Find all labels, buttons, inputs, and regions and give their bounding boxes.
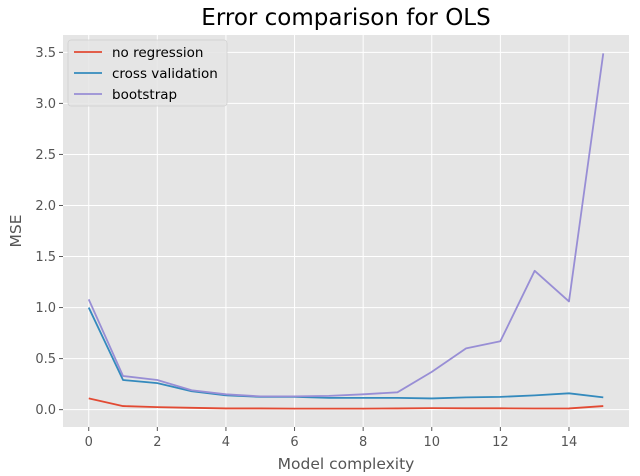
legend-label-no-regression: no regression (112, 45, 203, 61)
x-axis-title: Model complexity (278, 455, 415, 473)
legend-box (67, 39, 228, 107)
y-axis-ticks: 0.0 0.5 1.0 1.5 2.0 2.5 3.0 3.5 (35, 46, 63, 418)
x-tick-label: 0 (85, 435, 93, 450)
x-tick-label: 6 (290, 435, 298, 450)
y-tick-label: 0.5 (35, 352, 56, 367)
series-lines (87, 53, 605, 410)
legend-label-bootstrap: bootstrap (112, 87, 177, 103)
y-tick-label: 3.0 (35, 97, 56, 112)
x-tick-label: 2 (153, 435, 161, 450)
x-tick-label: 4 (222, 435, 230, 450)
series-line-no-regression (88, 397, 604, 410)
y-tick-label: 2.5 (35, 148, 56, 163)
x-tick-label: 12 (492, 435, 509, 450)
series-line-cross-validation (87, 307, 604, 400)
x-axis-ticks: 0 2 4 6 8 10 12 14 (85, 427, 578, 450)
legend-entries: no regression cross validation bootstrap (74, 45, 218, 103)
y-tick-label: 0.0 (35, 403, 56, 418)
y-tick-label: 1.0 (35, 301, 56, 316)
x-tick-label: 8 (359, 435, 367, 450)
y-tick-label: 1.5 (35, 250, 56, 265)
gridlines (63, 35, 629, 427)
legend: no regression cross validation bootstrap (67, 39, 228, 107)
chart-title: Error comparison for OLS (201, 5, 490, 31)
x-tick-label: 10 (423, 435, 440, 450)
series-line-bootstrap (87, 53, 605, 398)
y-tick-label: 3.5 (35, 46, 56, 61)
y-axis-title: MSE (7, 214, 25, 247)
x-tick-label: 14 (561, 435, 578, 450)
legend-label-cross-validation: cross validation (112, 66, 218, 82)
y-tick-label: 2.0 (35, 199, 56, 214)
